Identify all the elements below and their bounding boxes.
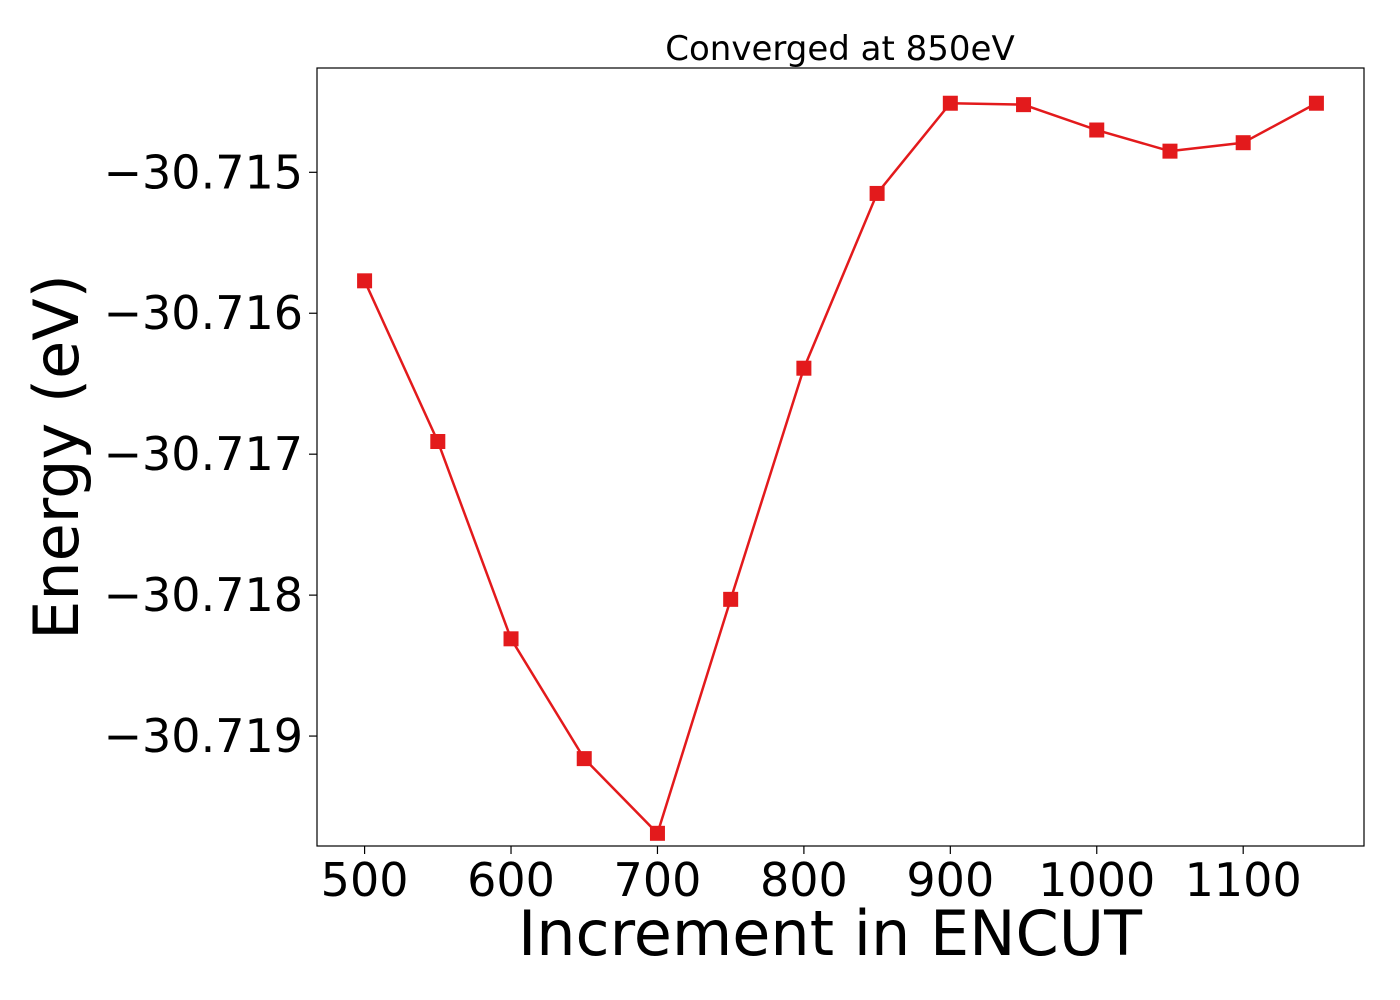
y-tick-label: −30.715	[104, 145, 304, 199]
data-point-marker	[649, 825, 665, 841]
x-tick-label: 800	[760, 853, 848, 907]
y-tick-label: −30.719	[104, 709, 304, 763]
chart-title: Converged at 850eV	[665, 29, 1014, 69]
data-point-marker	[869, 185, 885, 201]
data-point-marker	[576, 751, 592, 767]
data-point-marker	[430, 433, 446, 449]
y-axis-label: Energy (eV)	[20, 274, 93, 640]
data-point-marker	[796, 360, 812, 376]
data-point-marker	[1089, 122, 1105, 138]
x-tick-label: 1000	[1038, 853, 1155, 907]
y-tick-label: −30.718	[104, 568, 304, 622]
x-axis-ticks: 500 600 700 800 900 1000 1100	[321, 846, 1302, 907]
y-tick-label: −30.717	[104, 427, 304, 481]
data-point-marker	[1016, 97, 1032, 113]
x-tick-label: 600	[467, 853, 555, 907]
plot-area-frame	[316, 67, 1365, 847]
y-axis-ticks: −30.719 −30.718 −30.717 −30.716 −30.715	[104, 145, 317, 763]
series-layer	[357, 95, 1324, 841]
y-tick-label: −30.716	[104, 286, 304, 340]
x-tick-label: 500	[321, 853, 409, 907]
series-line	[363, 101, 1318, 835]
data-point-marker	[942, 95, 958, 111]
data-point-marker	[1162, 143, 1178, 159]
data-point-marker	[1308, 95, 1324, 111]
data-point-marker	[503, 631, 519, 647]
x-tick-label: 900	[906, 853, 994, 907]
data-point-marker	[357, 273, 373, 289]
x-tick-label: 700	[614, 853, 702, 907]
x-tick-label: 1100	[1185, 853, 1302, 907]
data-point-marker	[1235, 135, 1251, 151]
data-point-marker	[723, 591, 739, 607]
x-axis-label: Increment in ENCUT	[518, 897, 1143, 970]
